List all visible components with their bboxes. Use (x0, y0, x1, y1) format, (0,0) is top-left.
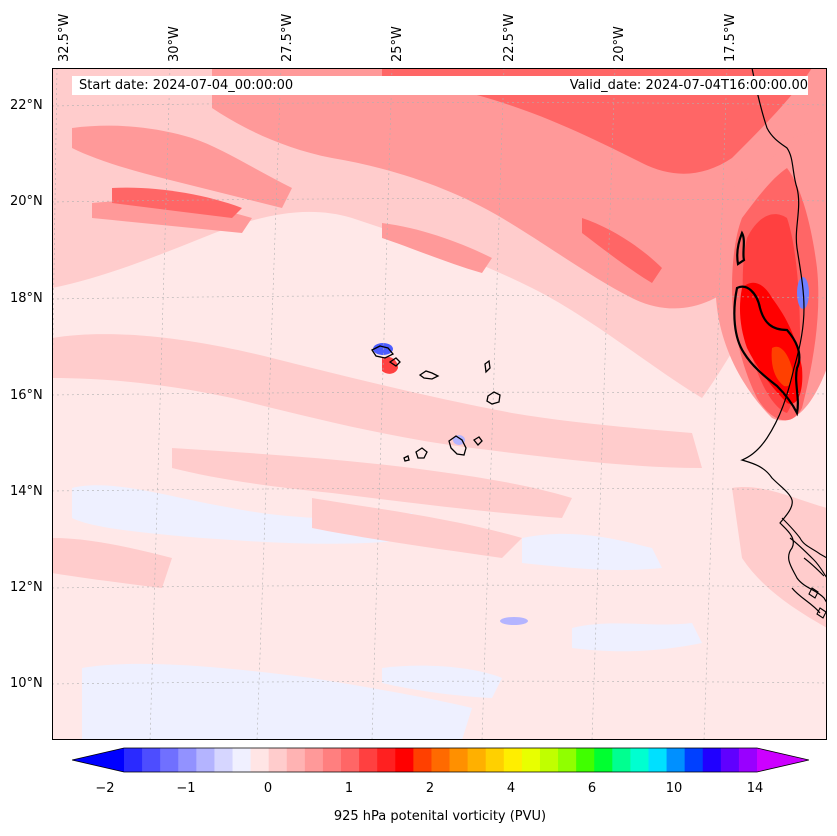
colorbar-segment (503, 748, 523, 772)
lat-label-14n: 14°N (10, 484, 43, 499)
colorbar (72, 747, 809, 773)
lat-label-22n: 22°N (10, 98, 43, 113)
colorbar-segment (702, 748, 722, 772)
map-frame (52, 68, 827, 740)
colorbar-segment (521, 748, 541, 772)
cape-verde-islands (371, 345, 501, 462)
colorbar-tick-10: 10 (665, 781, 683, 796)
guinea-bissau-coast (781, 517, 827, 619)
lat-label-18n: 18°N (10, 291, 43, 306)
colorbar-segment (268, 748, 288, 772)
colorbar-segment (576, 748, 595, 772)
colorbar-segment (322, 748, 342, 772)
header-banner (72, 76, 808, 95)
lon-label-20w: 20°W (612, 26, 627, 62)
colorbar-segment (286, 748, 306, 772)
colorbar-segment (377, 748, 396, 772)
lon-label-30w: 30°W (167, 26, 182, 62)
colorbar-extend-min (72, 748, 124, 772)
colorbar-tick-2: 2 (425, 781, 435, 796)
colorbar-segment (431, 748, 451, 772)
coastlines (740, 68, 827, 614)
colorbar-segment (648, 748, 668, 772)
colorbar-tick-neg1: −1 (176, 781, 196, 796)
colorbar-segment (612, 748, 631, 772)
colorbar-segment (413, 748, 432, 772)
colorbar-segment (539, 748, 559, 772)
colorbar-segment (341, 748, 360, 772)
lat-label-10n: 10°N (10, 676, 43, 691)
colorbar-label: 925 hPa potenital vorticity (PVU) (333, 809, 547, 824)
colorbar-segment (160, 748, 179, 772)
peak-pv-field (382, 214, 803, 413)
colorbar-segment (359, 748, 378, 772)
colorbar-segment (684, 748, 704, 772)
lat-label-12n: 12°N (10, 580, 43, 595)
valid-date-text: Valid_date: 2024-07-04T16:00:00.00 (569, 78, 808, 93)
colorbar-tick-1: 1 (344, 781, 354, 796)
lon-label-17-5w: 17.5°W (723, 13, 738, 62)
colorbar-segment (304, 748, 324, 772)
colorbar-segment (594, 748, 613, 772)
lon-label-25w: 25°W (390, 26, 405, 62)
lat-label-20n: 20°N (10, 194, 43, 209)
lon-label-32-5w: 32.5°W (57, 13, 72, 62)
colorbar-segment (666, 748, 686, 772)
colorbar-tick-4: 4 (506, 781, 516, 796)
start-date-text: Start date: 2024-07-04_00:00:00 (79, 78, 294, 93)
colorbar-segment (232, 748, 252, 772)
colorbar-tick-0: 0 (263, 781, 273, 796)
colorbar-extend-max (757, 748, 809, 772)
pv-map (52, 68, 827, 740)
colorbar-segment (485, 748, 505, 772)
colorbar-segment (395, 748, 414, 772)
colorbar-segment (178, 748, 197, 772)
lon-label-22-5w: 22.5°W (502, 13, 517, 62)
colorbar-segment (738, 748, 758, 772)
colorbar-segment (467, 748, 487, 772)
senegal-river-region-contour (733, 230, 801, 417)
colorbar-segment (630, 748, 649, 772)
colorbar-segment (558, 748, 577, 772)
colorbar-tick-6: 6 (587, 781, 597, 796)
colorbar-segment (142, 748, 161, 772)
colorbar-segment (214, 748, 234, 772)
colorbar-segment (196, 748, 215, 772)
colorbar-tick-neg2: −2 (95, 781, 115, 796)
lon-label-27-5w: 27.5°W (280, 13, 295, 62)
colorbar-segment (449, 748, 469, 772)
colorbar-segment (250, 748, 270, 772)
colorbar-segment (720, 748, 740, 772)
colorbar-tick-14: 14 (746, 781, 764, 796)
colorbar-segment (124, 748, 143, 772)
lat-label-16n: 16°N (10, 388, 43, 403)
colorbar-outline (72, 747, 809, 773)
